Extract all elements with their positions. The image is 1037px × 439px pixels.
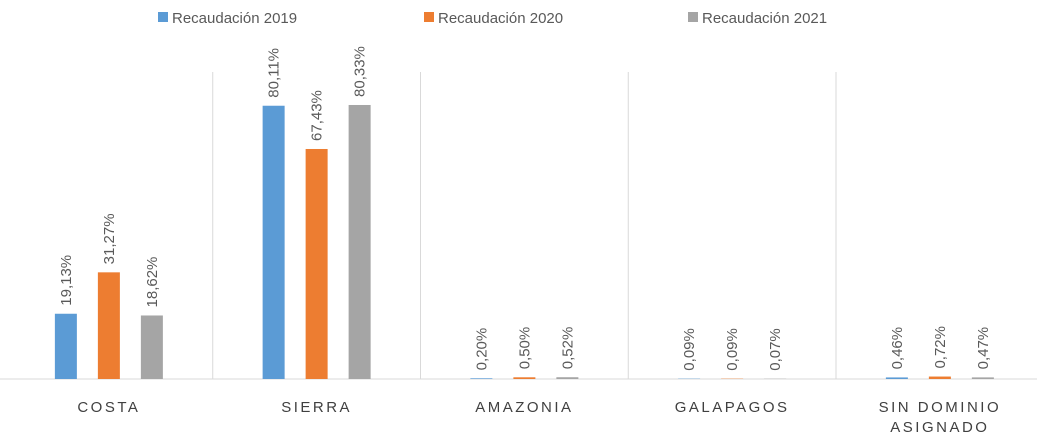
data-label: 67,43% [309, 90, 326, 141]
bar [262, 105, 285, 379]
bar [971, 377, 994, 379]
bar [97, 272, 120, 379]
data-label: 0,09% [724, 328, 741, 371]
data-label: 80,33% [352, 46, 369, 97]
data-label: 0,20% [473, 328, 490, 371]
data-label: 0,50% [516, 327, 533, 370]
bar [54, 313, 77, 379]
x-tick-label: GALAPAGOS [674, 399, 790, 416]
bar [470, 378, 493, 379]
legend-swatch [688, 12, 698, 22]
legend-label: Recaudación 2019 [172, 10, 297, 27]
data-label: 0,47% [975, 327, 992, 370]
x-tick-label: COSTA [77, 399, 141, 416]
legend-label: Recaudación 2020 [438, 10, 563, 27]
bar [556, 377, 579, 379]
legend-swatch [158, 12, 168, 22]
data-label: 18,62% [144, 257, 161, 308]
data-label: 19,13% [58, 255, 75, 306]
data-label: 0,07% [767, 328, 784, 371]
bar [928, 376, 951, 379]
bar [305, 148, 328, 379]
x-tick-label: SIERRA [281, 399, 353, 416]
data-label: 80,11% [266, 48, 283, 98]
bar [513, 377, 536, 379]
legend-swatch [424, 12, 434, 22]
bar [348, 104, 371, 379]
data-label: 0,46% [889, 327, 906, 370]
legend-label: Recaudación 2021 [702, 10, 827, 27]
data-label: 0,09% [681, 328, 698, 371]
bar [140, 315, 163, 379]
data-label: 31,27% [101, 213, 118, 264]
data-label: 0,52% [559, 327, 576, 370]
x-tick-label: AMAZONIA [475, 399, 574, 416]
bar [885, 377, 908, 379]
x-tick-label: SIN DOMINIO ASIGNADO [878, 399, 1002, 436]
data-label: 0,72% [932, 326, 949, 369]
